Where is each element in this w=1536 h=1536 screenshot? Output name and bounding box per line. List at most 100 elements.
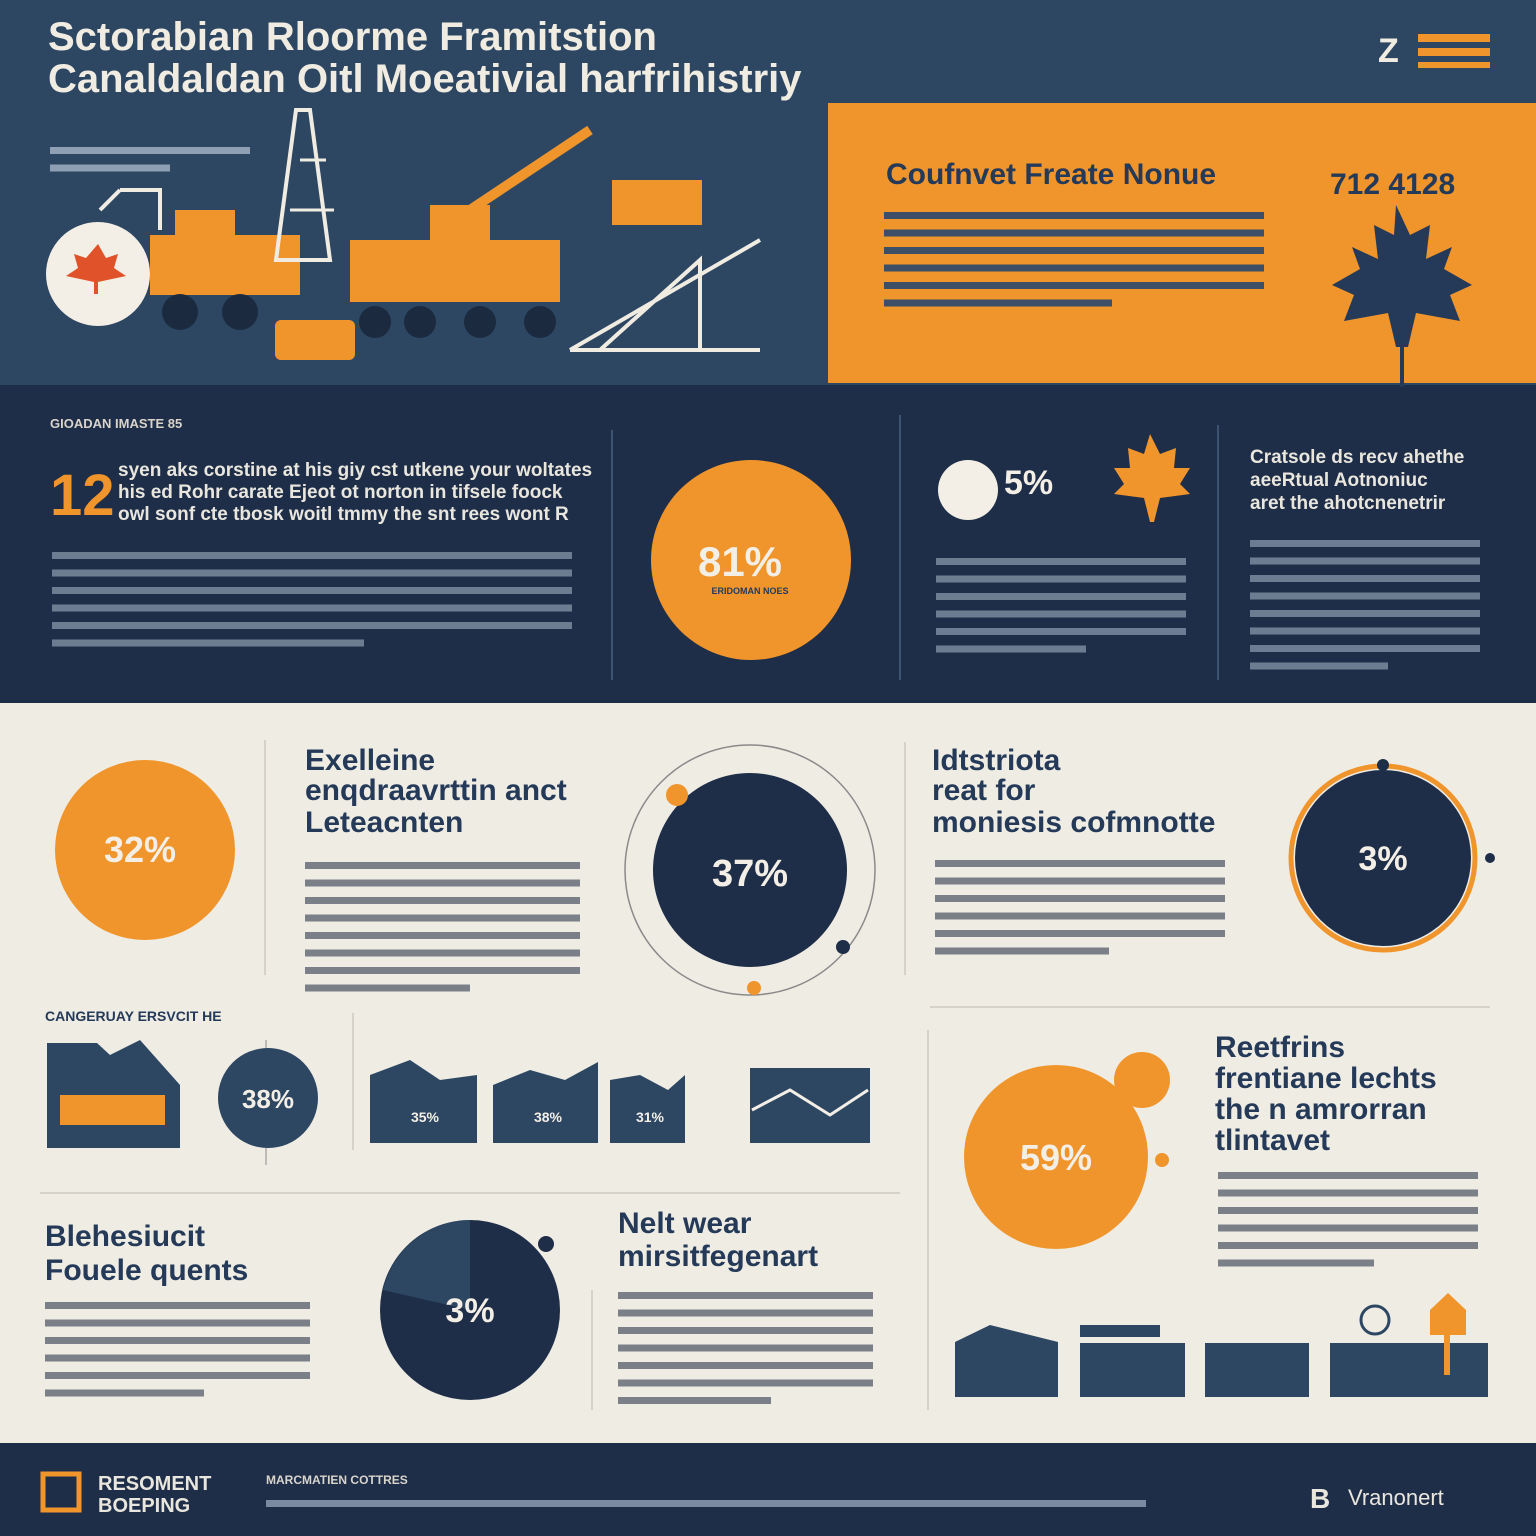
text-placeholder	[936, 558, 1186, 565]
footer-label: MARCMATIEN COTTRES	[266, 1473, 408, 1487]
orbit-dot	[1485, 853, 1495, 863]
logo-bar	[1418, 34, 1490, 42]
footer-partner-mark: B	[1310, 1483, 1330, 1514]
orbit	[624, 744, 876, 996]
text-placeholder	[1218, 1207, 1478, 1214]
bar-tile	[370, 1060, 477, 1143]
section-heading: mirsitfegenart	[618, 1240, 818, 1273]
stat-circle	[55, 760, 235, 940]
side-heading: aeeRtual Aotnoniuc	[1250, 470, 1428, 491]
section-heading: Fouele quents	[45, 1254, 248, 1287]
text-placeholder	[305, 879, 580, 887]
section-heading: Blehesiucit	[45, 1220, 205, 1253]
text-placeholder	[618, 1292, 873, 1299]
text-placeholder	[305, 897, 580, 904]
section-heading: the n amrorran	[1215, 1093, 1427, 1126]
orbit-dot	[666, 784, 688, 806]
section-heading: frentiane lechts	[1215, 1062, 1437, 1095]
text-placeholder	[1250, 575, 1480, 582]
stat-value: 3%	[1358, 840, 1407, 878]
text-placeholder	[45, 1302, 310, 1309]
city-bars	[60, 1095, 165, 1125]
text-placeholder	[618, 1309, 873, 1317]
side-heading: aret the ahotcnenetrir	[1250, 493, 1446, 514]
text-placeholder	[884, 229, 1264, 237]
text-placeholder	[52, 622, 572, 629]
text-placeholder	[305, 967, 580, 974]
orbit-dot	[1114, 1052, 1170, 1108]
section-heading: enqdraavrttin anct	[305, 774, 567, 807]
maple-leaf	[1332, 205, 1472, 387]
section-heading: Reetfrins	[1215, 1031, 1345, 1064]
text-placeholder	[305, 932, 580, 939]
bar-label: 31%	[636, 1109, 665, 1125]
text-placeholder	[52, 639, 364, 647]
text-placeholder	[1218, 1172, 1478, 1179]
text-placeholder	[618, 1344, 873, 1352]
footer-brand: BOEPING	[98, 1495, 190, 1517]
bar-tile	[750, 1068, 870, 1143]
text-placeholder	[884, 264, 1264, 272]
side-heading: Cratsole ds recv ahethe	[1250, 447, 1464, 468]
footer-partner: Vranonert	[1348, 1485, 1444, 1510]
text-placeholder	[52, 569, 572, 577]
text-placeholder	[45, 1389, 204, 1397]
text-placeholder	[52, 587, 572, 594]
text-placeholder	[45, 1372, 310, 1379]
section-heading: moniesis cofmnotte	[932, 806, 1215, 839]
text-placeholder	[935, 895, 1225, 902]
badge-value: 5%	[1004, 464, 1053, 502]
stat-value: 32%	[104, 829, 176, 870]
stat-caption: ERIDOMAN NOES	[711, 586, 788, 596]
section-heading: Exelleine	[305, 744, 435, 777]
text-placeholder	[935, 947, 1109, 955]
hero-number: 712 4128	[1330, 168, 1455, 201]
stat-circle	[218, 1048, 318, 1148]
stat-value: 81%	[698, 538, 782, 585]
text-placeholder	[936, 645, 1086, 653]
badge	[938, 460, 998, 520]
stat-value: 38%	[242, 1084, 294, 1114]
stat-circle	[1295, 770, 1471, 946]
text-placeholder	[618, 1397, 771, 1404]
bar-tile	[493, 1062, 598, 1143]
impact-label: GIOADAN IMASTE 85	[50, 416, 182, 431]
text-placeholder	[1250, 592, 1480, 600]
orbit-dot	[747, 981, 761, 995]
text-placeholder	[1250, 662, 1388, 670]
text-placeholder	[305, 914, 580, 922]
text-placeholder	[50, 164, 170, 172]
text-placeholder	[266, 1500, 1146, 1507]
text-placeholder	[884, 282, 1264, 289]
text-placeholder	[1218, 1259, 1374, 1267]
text-placeholder	[618, 1327, 873, 1334]
stat-circle	[964, 1065, 1148, 1249]
text-placeholder	[1250, 645, 1480, 652]
text-placeholder	[305, 949, 580, 957]
text-placeholder	[1218, 1189, 1478, 1197]
text-placeholder	[305, 984, 470, 992]
text-placeholder	[935, 930, 1225, 937]
orbit-dot	[1377, 759, 1389, 771]
economy-label: CANGERUAY ERSVCIT HE	[45, 1008, 222, 1024]
impact-lead: syen aks corstine at his giy cst utkene …	[118, 460, 592, 481]
hero-panel	[828, 103, 1536, 383]
text-placeholder	[935, 912, 1225, 920]
section-heading: Leteacnten	[305, 806, 463, 839]
footer-brand: RESOMENT	[98, 1473, 211, 1495]
footer-band	[0, 1443, 1536, 1536]
text-placeholder	[1250, 627, 1480, 635]
text-placeholder	[1250, 557, 1480, 565]
text-placeholder	[935, 860, 1225, 867]
text-placeholder	[884, 247, 1264, 254]
section-heading: reat for	[932, 774, 1036, 807]
bar-label: 38%	[534, 1109, 563, 1125]
logo-bar	[1418, 48, 1490, 56]
text-placeholder	[936, 628, 1186, 635]
text-placeholder	[45, 1354, 310, 1362]
text-placeholder	[52, 604, 572, 612]
text-placeholder	[1218, 1224, 1478, 1232]
hero-heading: Coufnvet Freate Nonue	[886, 158, 1216, 191]
impact-lead: owl sonf cte tbosk woitl tmmy the snt re…	[118, 504, 569, 525]
